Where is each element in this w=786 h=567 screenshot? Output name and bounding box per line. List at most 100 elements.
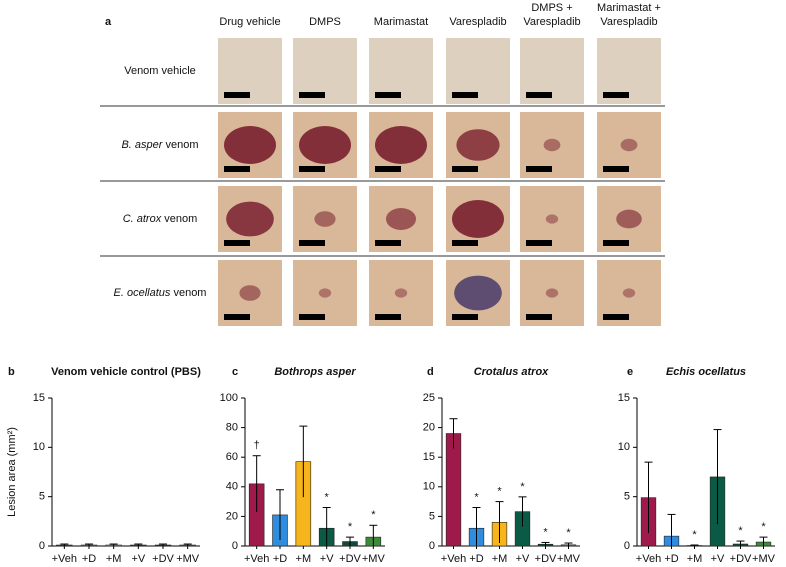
x-tick-label: +MV — [176, 553, 200, 565]
photo-lesion — [239, 285, 261, 301]
scale-bar — [224, 240, 250, 246]
x-tick-label: +V — [711, 553, 725, 565]
scale-bar — [603, 240, 629, 246]
significance-marker: * — [371, 509, 376, 521]
scale-bar — [603, 92, 629, 98]
significance-marker: * — [325, 491, 330, 503]
scale-bar — [526, 240, 552, 246]
scale-bar — [299, 240, 325, 246]
y-tick-label: 0 — [39, 540, 45, 552]
significance-marker: * — [474, 491, 479, 503]
scale-bar — [452, 240, 478, 246]
scale-bar — [452, 314, 478, 320]
y-tick-label: 0 — [624, 540, 630, 552]
photo-lesion — [386, 208, 416, 230]
y-tick-label: 10 — [618, 441, 630, 453]
scale-bar — [224, 92, 250, 98]
panel-label: c — [232, 366, 238, 378]
row-label: E. ocellatus venom — [114, 287, 207, 299]
row-label: Venom vehicle — [124, 65, 196, 77]
x-tick-label: +D — [82, 553, 96, 565]
row-label-text: venom — [166, 139, 199, 151]
y-tick-label: 100 — [220, 392, 238, 404]
photo-lesion — [543, 138, 561, 152]
row-label-species: C. atrox — [123, 213, 162, 225]
photo-lesion — [454, 275, 502, 311]
chart-title: Venom vehicle control (PBS) — [51, 366, 201, 378]
significance-marker: * — [543, 526, 548, 538]
scale-bar — [375, 240, 401, 246]
row-label-species: B. asper — [121, 139, 163, 151]
row-label: B. asper venom — [121, 139, 198, 151]
x-tick-label: +M — [296, 553, 312, 565]
y-tick-label: 5 — [39, 491, 45, 503]
row-label-text: Venom vehicle — [124, 65, 196, 77]
y-tick-label: 0 — [429, 540, 435, 552]
x-tick-label: +MV — [362, 553, 386, 565]
x-tick-label: +DV — [535, 553, 557, 565]
chart-title: Bothrops asper — [274, 366, 356, 378]
y-tick-label: 5 — [624, 491, 630, 503]
column-header: DMPS — [309, 16, 341, 28]
bar — [445, 433, 462, 547]
y-tick-label: 20 — [226, 510, 238, 522]
scale-bar — [526, 314, 552, 320]
significance-marker: * — [497, 486, 502, 498]
column-header: Marimastat + — [597, 2, 661, 14]
y-tick-label: 10 — [423, 481, 435, 493]
column-header: Varespladib — [449, 16, 506, 28]
x-tick-label: +M — [687, 553, 703, 565]
scale-bar — [375, 166, 401, 172]
photo-lesion — [452, 200, 504, 238]
photo-lesion — [226, 201, 274, 237]
x-tick-label: +DV — [339, 553, 361, 565]
x-tick-label: +D — [469, 553, 483, 565]
x-tick-label: +D — [273, 553, 287, 565]
x-tick-label: +Veh — [441, 553, 466, 565]
scale-bar — [603, 314, 629, 320]
photo-lesion — [224, 126, 276, 164]
y-tick-label: 80 — [226, 422, 238, 434]
photo-lesion — [375, 126, 427, 164]
y-axis-label: Lesion area (mm²) — [6, 427, 18, 517]
column-header: Marimastat — [374, 16, 428, 28]
photo-lesion — [622, 288, 636, 298]
x-tick-label: +M — [106, 553, 122, 565]
scale-bar — [299, 166, 325, 172]
photo-lesion — [314, 211, 336, 227]
y-tick-label: 15 — [423, 451, 435, 463]
significance-marker: * — [348, 521, 353, 533]
panel-label: b — [8, 366, 15, 378]
y-tick-label: 60 — [226, 451, 238, 463]
photo-lesion — [318, 288, 332, 298]
column-header: Drug vehicle — [219, 16, 280, 28]
scale-bar — [299, 314, 325, 320]
y-tick-label: 15 — [33, 392, 45, 404]
photo-lesion — [616, 209, 642, 229]
chart-title: Crotalus atrox — [474, 366, 549, 378]
x-tick-label: +MV — [557, 553, 581, 565]
scale-bar — [224, 166, 250, 172]
scale-bar — [375, 314, 401, 320]
significance-marker: * — [566, 527, 571, 539]
x-tick-label: +Veh — [244, 553, 269, 565]
x-tick-label: +M — [492, 553, 508, 565]
x-tick-label: +DV — [730, 553, 752, 565]
row-label-species: E. ocellatus — [114, 287, 171, 299]
y-tick-label: 0 — [232, 540, 238, 552]
scale-bar — [526, 92, 552, 98]
significance-marker: * — [692, 529, 697, 541]
y-tick-label: 20 — [423, 422, 435, 434]
scale-bar — [299, 92, 325, 98]
scale-bar — [526, 166, 552, 172]
y-tick-label: 25 — [423, 392, 435, 404]
y-tick-label: 5 — [429, 510, 435, 522]
photo-lesion — [545, 214, 559, 224]
column-header: Varespladib — [523, 16, 580, 28]
x-tick-label: +Veh — [52, 553, 77, 565]
column-header: Varespladib — [600, 16, 657, 28]
y-tick-label: 10 — [33, 441, 45, 453]
x-tick-label: +V — [131, 553, 145, 565]
